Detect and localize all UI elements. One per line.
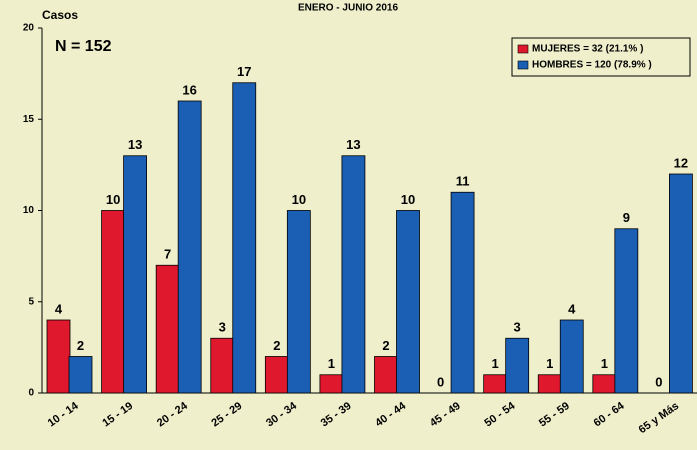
bar [68,356,93,394]
data-label: 13 [128,137,142,152]
x-tick-label: 60 - 64 [592,400,628,430]
bar [396,210,420,394]
y-tick-label: 5 [28,296,34,307]
x-tick-label: 30 - 34 [264,400,300,430]
x-tick-label: 25 - 29 [209,400,244,429]
x-tick-label: 40 - 44 [373,400,409,430]
data-label: 1 [328,356,335,371]
bar [374,356,398,394]
x-tick-label: 15 - 19 [100,400,135,429]
data-label: 3 [219,320,226,335]
data-label: 11 [456,174,470,189]
legend-swatch [517,44,529,54]
bar [177,100,202,394]
bar [505,337,530,394]
bar [483,374,508,394]
chart-title: ENERO - JUNIO 2016 [298,3,398,14]
data-label: 13 [346,137,360,152]
data-label: 16 [182,82,196,97]
bar [669,173,693,394]
y-axis-label: Casos [42,8,78,22]
x-tick-label: 50 - 54 [482,400,518,430]
bar [210,337,235,394]
data-label: 1 [546,356,553,371]
x-tick-label: 65 y Más [637,400,681,436]
data-label: 12 [674,155,688,170]
bar [614,228,639,394]
bar [101,210,125,394]
y-tick-label: 0 [28,388,34,399]
x-tick-label: 10 - 14 [46,400,82,430]
data-label: 17 [237,64,251,79]
data-label: 0 [655,374,662,389]
annotation: N = 152 [55,38,112,55]
data-label: 1 [492,356,499,371]
legend-label: HOMBRES = 120 (78.9% ) [532,60,652,71]
x-tick-label: 45 - 49 [428,400,463,429]
data-label: 0 [437,374,444,389]
data-label: 10 [292,192,306,207]
legend-box [511,37,691,77]
data-label: 4 [568,301,576,316]
data-label: 2 [273,338,280,353]
data-label: 10 [106,192,120,207]
bar [592,374,617,394]
bar [537,374,562,394]
x-tick-label: 55 - 59 [537,400,572,429]
data-label: 2 [77,338,84,353]
x-tick-label: 35 - 39 [319,400,354,429]
bar [450,191,475,394]
bar [123,155,147,394]
y-tick-label: 10 [23,205,35,216]
bar [264,356,289,394]
bar [46,319,71,394]
data-label: 7 [164,247,171,262]
data-label: 10 [401,192,415,207]
bar [341,155,366,394]
data-label: 9 [623,210,630,225]
bar [559,319,584,394]
data-label: 2 [382,338,389,353]
data-label: 4 [55,301,63,316]
bar [155,264,180,394]
data-label: 1 [601,356,608,371]
bar [319,374,344,394]
legend-label: MUJERES = 32 (21.1% ) [532,44,643,55]
bar [232,82,257,394]
data-label: 3 [514,320,521,335]
legend-swatch [517,60,529,70]
x-tick-label: 20 - 24 [155,400,191,430]
y-tick-label: 15 [23,114,35,125]
bar [286,210,311,394]
y-tick-label: 20 [23,23,35,34]
